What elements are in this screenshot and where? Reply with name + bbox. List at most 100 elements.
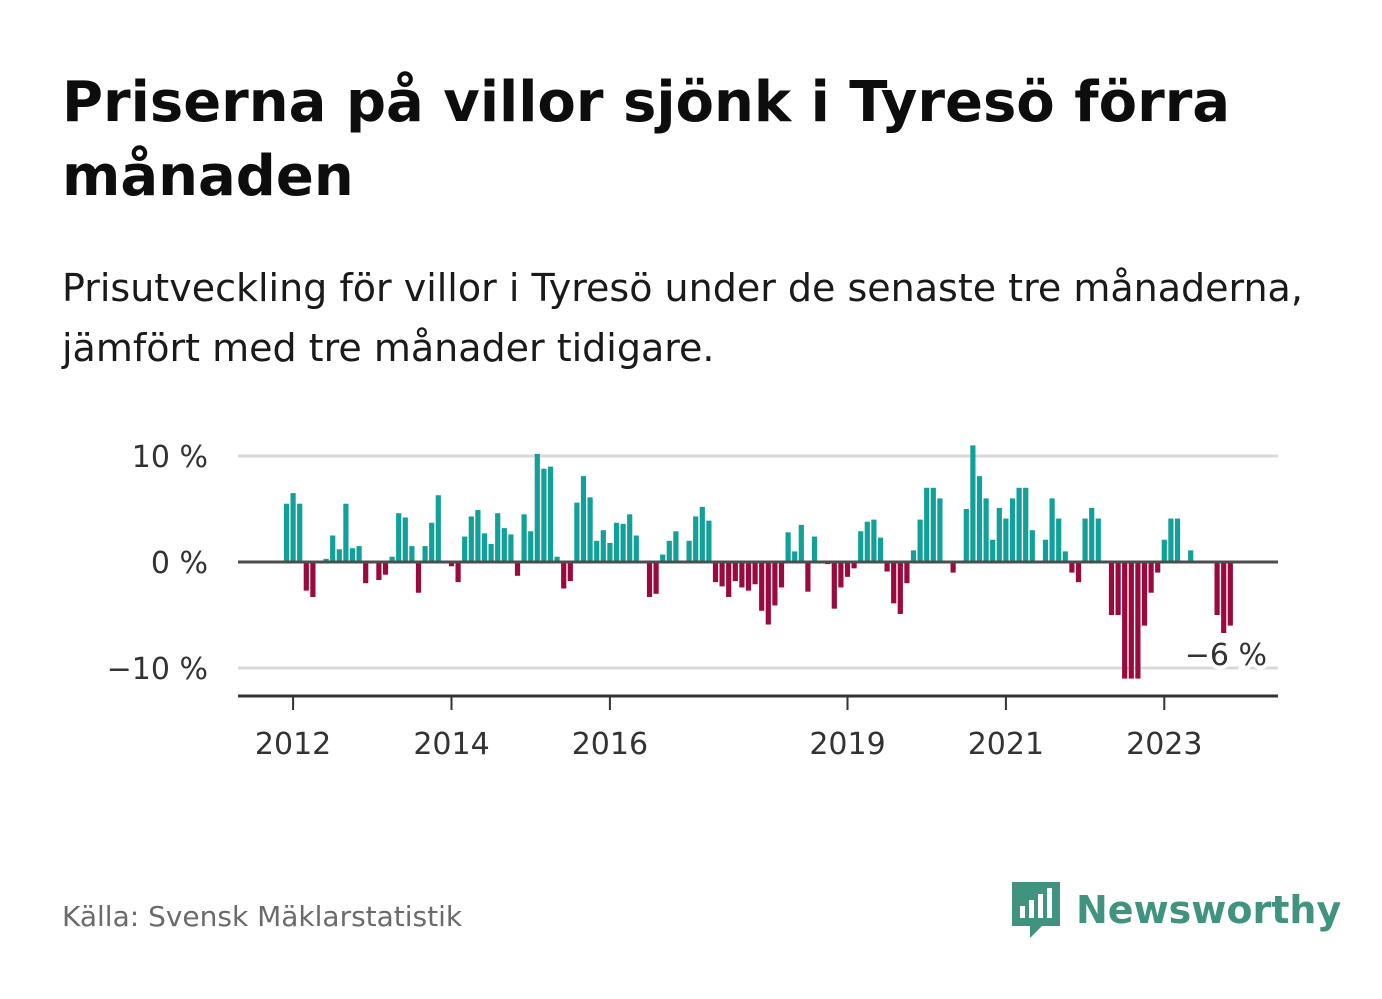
gridlines (238, 454, 1278, 670)
bar (547, 466, 554, 562)
bar (1221, 562, 1227, 634)
bar (382, 562, 389, 575)
bar (937, 498, 943, 562)
bar (1042, 539, 1049, 562)
bar (778, 562, 785, 588)
bar (363, 562, 369, 584)
bar (792, 551, 798, 562)
x-tick-label: 2021 (968, 727, 1044, 762)
bar (495, 513, 501, 562)
bar (1069, 562, 1075, 573)
bar (514, 562, 521, 576)
bar (653, 562, 659, 594)
newsworthy-logo[interactable]: Newsworthy (1010, 878, 1341, 942)
bar (732, 562, 738, 582)
y-tick-label: 10 % (132, 440, 208, 475)
bar (765, 562, 771, 625)
y-axis-labels: 10 % 0 % −10 % (107, 440, 208, 687)
bar (587, 497, 593, 562)
bar (574, 502, 580, 562)
bar (1161, 539, 1167, 562)
bar (561, 562, 567, 589)
bar (310, 562, 316, 597)
bar (402, 517, 408, 562)
bar (627, 514, 633, 562)
bar (1135, 562, 1141, 679)
bar (356, 546, 362, 562)
bar (759, 562, 765, 611)
bar (1082, 518, 1088, 562)
x-tick-label: 2023 (1126, 727, 1202, 762)
bar (1148, 562, 1154, 593)
bar (1115, 562, 1121, 615)
bar (303, 562, 309, 591)
bar (396, 513, 402, 562)
bar (924, 487, 930, 562)
bar (785, 532, 791, 562)
bar (917, 519, 923, 562)
x-tick-label: 2019 (809, 727, 885, 762)
y-tick-label: −10 % (107, 652, 208, 687)
bar (897, 562, 903, 614)
bar (1174, 518, 1181, 562)
bar (1227, 562, 1233, 626)
bar (1214, 562, 1220, 615)
bar (409, 546, 415, 562)
bar (1095, 518, 1101, 562)
annotations: −6 % (1181, 634, 1271, 677)
x-tick-label: 2016 (572, 727, 648, 762)
bar (752, 562, 758, 585)
bar (1128, 562, 1134, 679)
bar (323, 558, 329, 562)
brand-name: Newsworthy (1076, 888, 1342, 932)
bar (666, 540, 672, 562)
bar (877, 537, 884, 562)
bar (554, 556, 560, 562)
bar (290, 493, 296, 562)
bar (693, 516, 699, 562)
bar (838, 562, 844, 588)
bar (706, 520, 712, 562)
bar (864, 521, 870, 562)
bar (646, 562, 653, 597)
bar (726, 562, 732, 597)
bars (283, 445, 1233, 679)
bar (336, 549, 342, 562)
bar (844, 562, 851, 577)
bar (349, 548, 356, 562)
bar (521, 514, 527, 562)
bar (468, 516, 474, 562)
bar (389, 556, 395, 562)
bar (1056, 518, 1062, 562)
bar (541, 468, 547, 562)
bar (528, 531, 534, 562)
bar (904, 562, 910, 584)
bar (1089, 507, 1095, 562)
bar (580, 476, 587, 562)
bar (1168, 518, 1174, 562)
chart-title: Priserna på villor sjönk i Tyresö förra … (62, 70, 1231, 209)
bar (950, 562, 956, 573)
bar (739, 562, 745, 588)
bar (884, 562, 890, 572)
bar (910, 550, 917, 562)
bar (1009, 498, 1016, 562)
y-tick-label: 0 % (151, 546, 208, 581)
bar (283, 503, 290, 562)
bar (712, 562, 719, 583)
bar (534, 453, 540, 562)
bar (983, 498, 989, 562)
newsworthy-logo-icon (1012, 882, 1060, 938)
last-value-label: −6 % (1185, 638, 1267, 673)
bar (963, 509, 969, 562)
bar (508, 534, 514, 562)
bar (448, 562, 455, 567)
bar (699, 506, 705, 562)
bar (429, 522, 435, 562)
bar (831, 562, 837, 609)
bar (613, 522, 620, 562)
axes (238, 560, 1278, 698)
bar (996, 507, 1002, 562)
x-tick-label: 2014 (413, 727, 489, 762)
bar (1049, 498, 1055, 562)
